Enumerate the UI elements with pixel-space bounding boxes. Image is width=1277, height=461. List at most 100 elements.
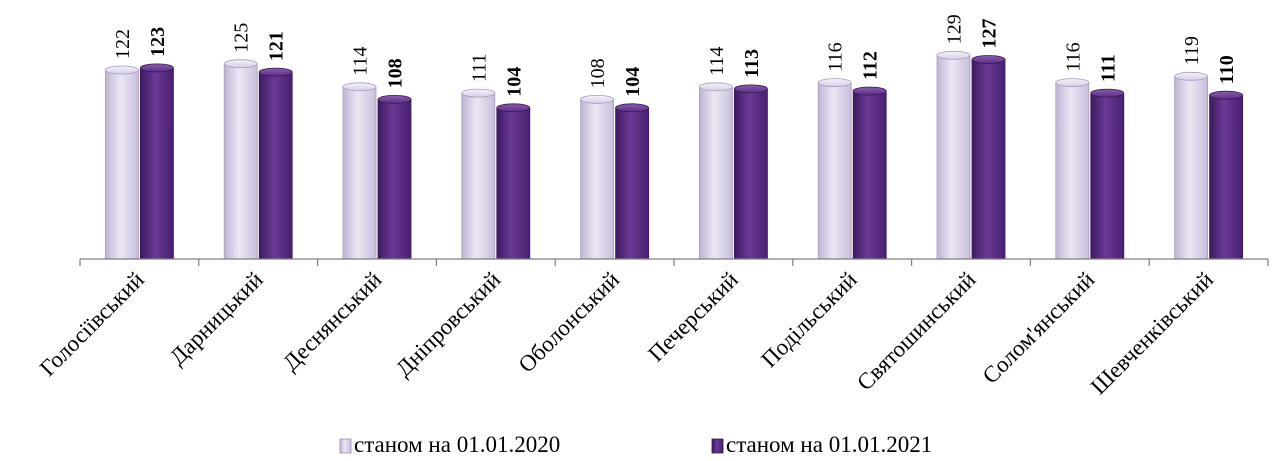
bar-2020-5: [580, 95, 614, 260]
value-label-2021-6: 113: [741, 49, 763, 78]
bar-body: [377, 99, 412, 260]
bar-body: [580, 99, 614, 260]
bar-body: [461, 92, 496, 260]
bar-cap: [699, 82, 733, 92]
bar-2021-7: [852, 86, 887, 260]
bar-2020-4: [461, 88, 496, 260]
bars-layer: [105, 50, 1243, 260]
bar-cap: [377, 95, 412, 104]
bar-cap: [1174, 71, 1208, 81]
bar-body: [817, 82, 852, 260]
bar-body: [1174, 75, 1208, 260]
x-axis-ticks: [79, 259, 1269, 266]
value-label-2021-2: 121: [266, 31, 288, 61]
bar-2021-5: [615, 103, 649, 260]
category-label-3: Деснянський: [278, 267, 387, 376]
value-labels-layer: 122 123 125 121 114 108 111 104 108 104 114 113 116 1…: [112, 14, 1238, 97]
category-label-2: Дарницький: [165, 267, 268, 370]
bar-2020-8: [936, 50, 971, 260]
value-label-2020-5: 108: [587, 58, 609, 88]
value-label-2021-10: 110: [1216, 55, 1238, 84]
bar-cap: [852, 86, 887, 96]
bar-2020-3: [342, 82, 377, 260]
bar-cap: [258, 67, 293, 77]
bar-body: [139, 67, 174, 260]
bar-cap: [105, 65, 139, 75]
value-label-2020-10: 119: [1181, 36, 1203, 65]
category-label-6: Печерський: [643, 267, 743, 367]
bar-cap: [1090, 88, 1125, 98]
bar-body: [852, 90, 887, 260]
bar-2020-1: [105, 65, 139, 260]
bar-cap: [971, 55, 1006, 64]
legend-label-2020: станом на 01.01.2020: [354, 432, 560, 457]
value-label-2020-2: 125: [231, 23, 253, 53]
bar-body: [615, 107, 649, 260]
bar-body: [496, 107, 531, 260]
bar-2021-9: [1090, 88, 1125, 260]
bar-cap: [615, 103, 649, 113]
bar-2021-4: [496, 103, 531, 260]
bar-2021-2: [258, 67, 293, 260]
bar-body: [342, 86, 377, 260]
category-label-4: Дніпровський: [391, 267, 505, 381]
bar-2021-3: [377, 95, 412, 260]
category-label-5: Оболонський: [514, 267, 625, 378]
value-label-2021-5: 104: [622, 67, 644, 97]
bar-cap: [342, 82, 377, 92]
bar-cap: [461, 88, 496, 98]
value-label-2020-4: 111: [468, 54, 490, 83]
bar-2020-9: [1055, 78, 1090, 260]
bar-2020-2: [223, 59, 258, 260]
bar-body: [936, 54, 971, 260]
value-label-2020-8: 129: [944, 14, 966, 44]
bar-2020-6: [699, 82, 733, 260]
bar-cap: [817, 78, 852, 87]
bar-2020-10: [1174, 71, 1208, 260]
bar-2021-1: [139, 63, 174, 260]
category-label-7: Подільський: [756, 267, 861, 372]
bar-body: [223, 63, 258, 260]
category-label-1: Голосіївський: [35, 267, 149, 381]
legend: станом на 01.01.2020 станом на 01.01.202…: [339, 432, 932, 457]
bar-cap: [1209, 90, 1243, 100]
value-label-2020-9: 116: [1062, 42, 1084, 71]
legend-label-2021: станом на 01.01.2021: [726, 432, 932, 457]
bar-body: [105, 69, 139, 260]
category-label-8: Святошинський: [852, 267, 980, 395]
bar-cap: [580, 95, 614, 104]
bar-cap: [496, 103, 531, 113]
bar-body: [1055, 82, 1090, 260]
legend-swatch-2021: [711, 438, 724, 454]
bar-cap: [936, 50, 971, 60]
bar-cap: [1055, 78, 1090, 87]
category-labels-layer: Голосіївський Дарницький Деснянський Дніпро…: [35, 267, 1218, 399]
bar-2021-8: [971, 55, 1006, 260]
bar-body: [258, 71, 293, 260]
bar-2021-10: [1209, 90, 1243, 260]
category-label-10: Шевченківський: [1086, 267, 1218, 399]
value-label-2021-3: 108: [385, 58, 407, 88]
value-label-2020-7: 116: [825, 42, 847, 71]
legend-swatch-2020: [339, 438, 352, 454]
value-label-2021-8: 127: [979, 19, 1001, 49]
bar-2020-7: [817, 78, 852, 260]
bar-body: [1090, 92, 1125, 260]
value-label-2021-4: 104: [503, 67, 525, 97]
bar-cap: [734, 84, 768, 94]
bar-cap: [139, 63, 174, 73]
value-label-2021-7: 112: [860, 51, 882, 80]
value-label-2020-6: 114: [706, 47, 728, 76]
bar-body: [1209, 94, 1243, 260]
bar-body: [699, 86, 733, 260]
value-label-2021-1: 123: [147, 27, 169, 57]
category-label-9: Солом'янський: [978, 267, 1100, 389]
value-label-2020-3: 114: [350, 47, 372, 76]
bar-body: [734, 88, 768, 260]
bar-2021-6: [734, 84, 768, 260]
bar-cap: [223, 59, 258, 69]
value-label-2020-1: 122: [112, 29, 134, 59]
value-label-2021-9: 111: [1097, 54, 1119, 82]
